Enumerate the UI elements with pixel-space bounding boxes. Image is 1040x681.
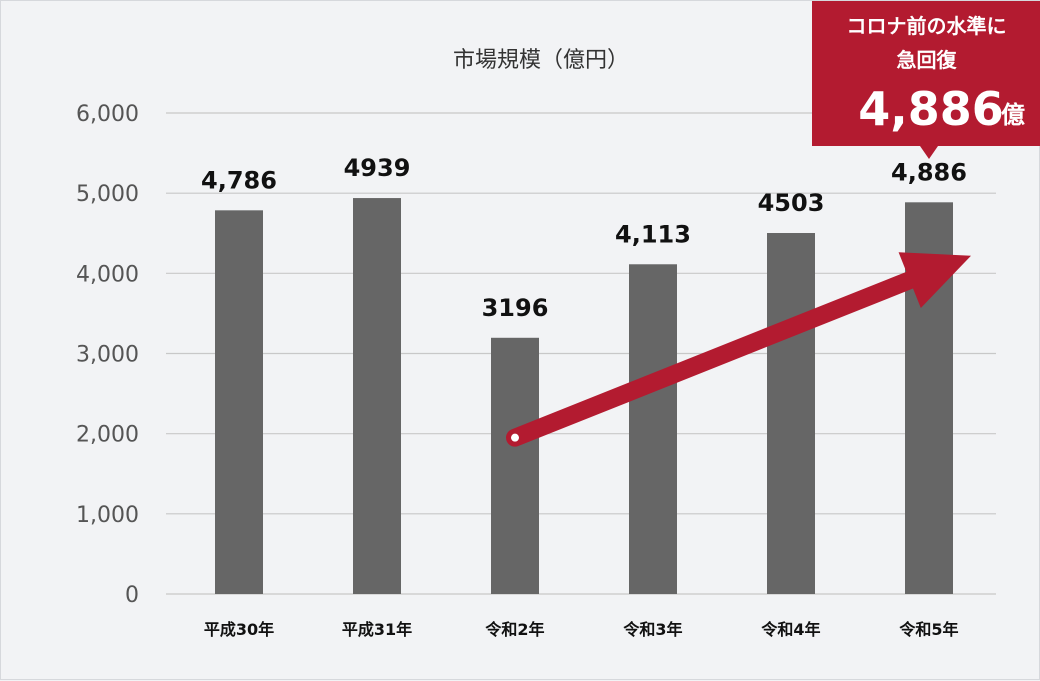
x-tick-label: 平成31年 [342,620,412,639]
arrow-shaft [506,269,923,447]
bar [629,264,677,594]
y-tick-label: 2,000 [76,423,139,448]
callout-background [812,1,1040,159]
callout-unit: 億 [1001,101,1025,129]
x-tick-label: 令和2年 [484,620,544,639]
y-tick-label: 4,000 [76,262,139,287]
data-label: 3196 [482,294,549,322]
callout-value: 4,886 [858,82,1004,136]
callout-line2: 急回復 [897,48,958,72]
bar [215,210,263,594]
chart-title: 市場規模（億円） [453,48,629,73]
bar [767,233,815,594]
x-tick-label: 令和3年 [622,620,682,639]
x-tick-label: 令和4年 [760,620,820,639]
y-tick-label: 1,000 [76,503,139,528]
data-label: 4939 [344,154,411,182]
x-tick-label: 平成30年 [204,620,274,639]
data-label: 4,886 [891,158,967,186]
y-tick-label: 6,000 [76,102,139,127]
bar [353,198,401,595]
data-labels: 4,786 4939 3196 4,113 4503 4,886 [201,154,967,322]
arrow-start-dot [511,433,519,442]
data-label: 4,113 [615,220,691,248]
y-tick-label: 3,000 [76,343,139,368]
y-axis-ticks: 0 1,000 2,000 3,000 4,000 5,000 6,000 [76,102,139,608]
x-tick-label: 令和5年 [898,620,958,639]
bar [491,337,539,594]
data-label: 4503 [758,189,825,217]
y-tick-label: 5,000 [76,182,139,207]
arrow-head [898,252,971,309]
x-axis-ticks: 平成30年 平成31年 令和2年 令和3年 令和4年 令和5年 [204,620,959,639]
bars [215,198,953,595]
data-label: 4,786 [201,166,277,194]
trend-arrow [506,252,971,447]
y-tick-label: 0 [125,583,139,608]
gridlines [166,112,996,595]
callout-line1: コロナ前の水準に [847,14,1007,38]
